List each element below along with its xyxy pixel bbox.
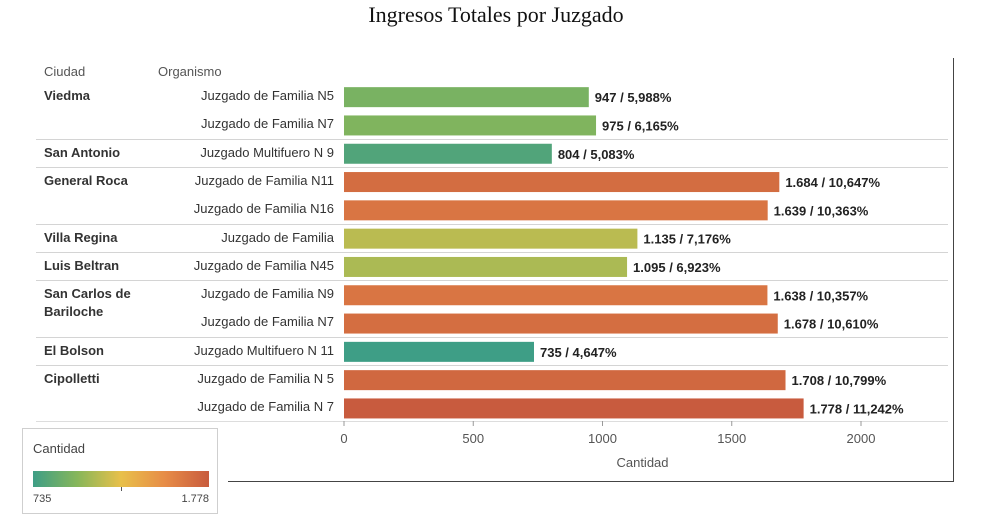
bar [344, 200, 768, 221]
city-label: El Bolson [44, 343, 104, 358]
organism-label: Juzgado de Familia N 5 [197, 371, 334, 386]
x-axis-line [36, 421, 948, 422]
bar-data-label: 1.778 / 11,242% [810, 401, 904, 416]
column-header-city: Ciudad [44, 64, 86, 79]
bar-data-label: 947 / 5,988% [595, 90, 672, 105]
bar-data-label: 1.095 / 6,923% [633, 260, 721, 275]
group-separator [36, 252, 948, 253]
city-label: Viedma [44, 88, 91, 103]
bar-data-label: 735 / 4,647% [540, 345, 617, 360]
x-tick-label: 500 [462, 431, 484, 446]
bar-data-label: 1.135 / 7,176% [643, 232, 731, 247]
organism-label: Juzgado de Familia N5 [201, 88, 334, 103]
organism-label: Juzgado de Familia N16 [193, 201, 334, 216]
organism-label: Juzgado de Familia N11 [194, 173, 334, 188]
bar [344, 370, 786, 391]
city-label: General Roca [44, 173, 128, 188]
organism-label: Juzgado de Familia N 7 [197, 399, 334, 414]
legend-color-scale [33, 471, 209, 487]
legend-max-label: 1.778 [181, 493, 209, 505]
legend-tick [121, 487, 122, 491]
bar [344, 115, 597, 136]
city-label: Villa Regina [44, 230, 118, 245]
group-separator [36, 337, 948, 338]
bar-data-label: 1.678 / 10,610% [784, 317, 879, 332]
bar [344, 398, 804, 419]
bar-data-label: 1.684 / 10,647% [785, 175, 880, 190]
bar [344, 256, 628, 277]
organism-label: Juzgado de Familia N45 [193, 258, 334, 273]
city-label: Luis Beltran [44, 258, 120, 273]
bar-data-label: 975 / 6,165% [602, 118, 679, 133]
x-tick-label: 0 [340, 431, 347, 446]
bar [344, 228, 638, 249]
organism-label: Juzgado Multifuero N 9 [200, 145, 334, 160]
x-tick-label: 1500 [717, 431, 746, 446]
x-tick-label: 2000 [847, 431, 876, 446]
bar-data-label: 1.708 / 10,799% [792, 373, 887, 388]
color-legend: Cantidad 735 1.778 [22, 428, 218, 514]
plot-frame-right [953, 58, 954, 482]
bar [344, 172, 780, 193]
legend-min-label: 735 [33, 493, 52, 505]
city-label: San Antonio [44, 145, 121, 160]
x-tick-label: 1000 [588, 431, 617, 446]
organism-label: Juzgado de Familia N9 [201, 286, 334, 301]
group-separator [36, 365, 948, 366]
plot-frame-bottom [228, 481, 954, 482]
group-separator [36, 280, 948, 281]
bar-data-label: 1.639 / 10,363% [774, 203, 869, 218]
organism-label: Juzgado de Familia N7 [201, 314, 334, 329]
organism-label: Juzgado de Familia [221, 230, 334, 245]
bar [344, 313, 778, 334]
bar-data-label: 804 / 5,083% [558, 147, 635, 162]
city-label: San Carlos de Bariloche [44, 286, 131, 319]
group-separator [36, 167, 948, 168]
bar [344, 87, 589, 108]
group-separator [36, 139, 948, 140]
organism-label: Juzgado de Familia N7 [201, 116, 334, 131]
chart-title: Ingresos Totales por Juzgado [368, 2, 624, 27]
x-axis-title: Cantidad [616, 455, 668, 470]
bar [344, 143, 552, 164]
legend-title: Cantidad [33, 441, 86, 456]
bar [344, 285, 768, 306]
bar [344, 341, 534, 362]
city-label: Cipolletti [44, 371, 100, 386]
group-separator [36, 224, 948, 225]
column-header-organism: Organismo [158, 64, 222, 79]
bar-data-label: 1.638 / 10,357% [773, 288, 868, 303]
organism-label: Juzgado Multifuero N 11 [194, 343, 334, 358]
